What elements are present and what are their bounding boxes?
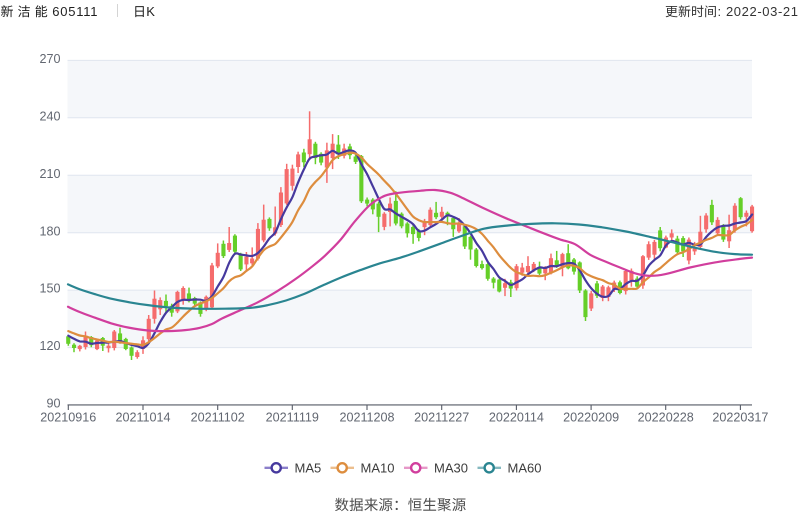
svg-text:MA5: MA5 [295,460,322,475]
svg-text:20211119: 20211119 [266,410,319,424]
svg-text:270: 270 [39,52,60,66]
svg-text:180: 180 [39,224,60,238]
svg-text:90: 90 [46,397,60,411]
svg-text:210: 210 [39,167,60,181]
svg-text:MA10: MA10 [361,460,395,475]
svg-text:20220114: 20220114 [489,410,544,424]
svg-text:20211208: 20211208 [339,410,394,424]
svg-text:20220209: 20220209 [563,410,619,424]
svg-text:605111: 605111 [52,4,97,19]
svg-text:20211227: 20211227 [414,410,469,424]
svg-text:120: 120 [39,339,60,353]
svg-text:20211102: 20211102 [191,410,245,424]
svg-text:20220228: 20220228 [638,410,694,424]
svg-text:240: 240 [39,109,60,123]
svg-text:150: 150 [39,282,60,296]
svg-text:K: K [146,4,155,19]
svg-text:20220317: 20220317 [712,410,768,424]
svg-text:MA30: MA30 [434,460,468,475]
svg-text:20210916: 20210916 [40,410,96,424]
svg-text:MA60: MA60 [508,460,542,475]
svg-text:: 2022-03-21: : 2022-03-21 [718,4,799,19]
svg-text:20211014: 20211014 [115,410,170,424]
